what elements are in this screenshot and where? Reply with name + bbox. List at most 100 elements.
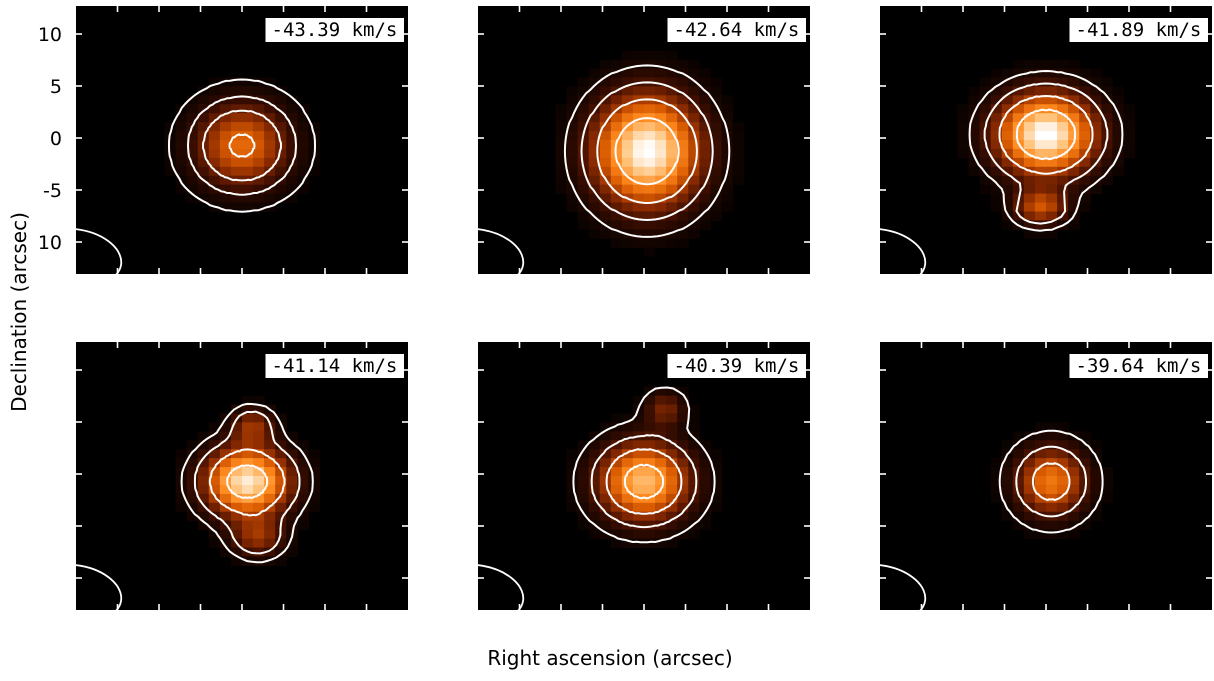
intensity-pixel — [1034, 431, 1047, 441]
intensity-pixel — [1101, 86, 1113, 96]
intensity-pixel — [230, 529, 243, 540]
intensity-pixel — [264, 413, 276, 423]
intensity-pixel — [632, 502, 645, 513]
intensity-pixel — [197, 104, 210, 114]
intensity-pixel — [1034, 68, 1047, 79]
intensity-pixel — [632, 113, 645, 123]
intensity-pixel — [577, 113, 590, 123]
intensity-pixel — [599, 202, 612, 213]
intensity-pixel — [666, 131, 678, 141]
intensity-pixel — [577, 77, 590, 87]
intensity-pixel — [186, 467, 199, 477]
intensity-pixel — [264, 77, 276, 87]
intensity-pixel — [242, 467, 254, 477]
intensity-pixel — [219, 547, 232, 557]
intensity-pixel — [979, 175, 992, 186]
intensity-pixel — [632, 131, 645, 141]
contour-line — [1015, 445, 1087, 518]
intensity-pixel — [555, 140, 568, 150]
intensity-pixel — [253, 395, 265, 406]
intensity-pixel — [230, 148, 243, 159]
intensity-pixel — [644, 247, 656, 257]
intensity-pixel — [242, 193, 254, 204]
intensity-pixel — [1046, 104, 1058, 114]
intensity-pixel — [1079, 493, 1091, 504]
intensity-pixel — [588, 440, 601, 450]
intensity-pixel — [197, 476, 210, 486]
intensity-pixel — [1034, 449, 1047, 459]
intensity-pixel — [666, 202, 678, 213]
intensity-pixel — [688, 140, 700, 150]
intensity-pixel — [655, 529, 667, 540]
intensity-pixel — [610, 413, 623, 423]
intensity-pixel — [1001, 68, 1014, 79]
intensity-pixel — [990, 202, 1003, 213]
intensity-pixel — [710, 157, 723, 168]
intensity-pixel — [230, 511, 243, 522]
intensity-pixel — [242, 502, 254, 513]
intensity-pixel — [286, 484, 298, 495]
intensity-pixel — [208, 458, 221, 468]
intensity-pixel — [264, 184, 276, 195]
intensity-pixel — [566, 484, 579, 495]
intensity-pixel — [1046, 476, 1058, 486]
intensity-pixel — [1001, 104, 1014, 114]
intensity-pixel — [677, 140, 689, 150]
intensity-pixel — [219, 493, 232, 504]
intensity-pixel — [732, 140, 745, 150]
velocity-label: -42.64 km/s — [674, 19, 800, 41]
intensity-pixel — [677, 458, 689, 468]
intensity-pixel — [275, 484, 287, 495]
intensity-pixel — [219, 77, 232, 87]
intensity-pixel — [655, 148, 667, 159]
intensity-pixel — [208, 476, 221, 486]
intensity-pixel — [699, 193, 711, 204]
intensity-pixel — [1079, 68, 1091, 79]
intensity-pixel — [588, 148, 601, 159]
intensity-pixel — [253, 175, 265, 186]
intensity-pixel — [655, 395, 667, 406]
intensity-pixel — [1001, 440, 1014, 450]
intensity-pixel — [1068, 202, 1080, 213]
channel-panel: -41.89 km/s — [833, 6, 1212, 287]
intensity-pixel — [1068, 59, 1080, 70]
velocity-label-box — [265, 354, 404, 378]
intensity-pixel — [555, 184, 568, 195]
intensity-pixel — [1023, 440, 1036, 450]
intensity-pixel — [1068, 529, 1080, 540]
intensity-pixel — [632, 140, 645, 150]
intensity-pixel — [253, 431, 265, 441]
intensity-pixel — [644, 157, 656, 168]
intensity-pixel — [208, 140, 221, 150]
intensity-pixel — [688, 229, 700, 239]
beam-ellipse — [833, 563, 927, 623]
intensity-pixel — [655, 122, 667, 132]
intensity-pixel — [275, 122, 287, 132]
intensity-pixel — [990, 175, 1003, 186]
intensity-pixel — [208, 449, 221, 459]
intensity-pixel — [566, 166, 579, 177]
intensity-pixel — [242, 538, 254, 549]
intensity-pixel — [688, 458, 700, 468]
intensity-pixel — [242, 148, 254, 159]
intensity-pixel — [1023, 59, 1036, 70]
beam-ellipse — [833, 227, 927, 287]
intensity-pixel — [1079, 502, 1091, 513]
intensity-pixel — [588, 122, 601, 132]
intensity-pixel — [175, 458, 188, 468]
intensity-pixel — [253, 520, 265, 531]
intensity-pixel — [566, 449, 579, 459]
intensity-pixel — [264, 166, 276, 177]
intensity-pixel — [599, 140, 612, 150]
intensity-pixel — [979, 184, 992, 195]
intensity-pixel — [666, 520, 678, 531]
intensity-pixel — [1034, 440, 1047, 450]
intensity-pixel — [1079, 104, 1091, 114]
intensity-pixel — [957, 140, 970, 150]
intensity-pixel — [721, 113, 734, 123]
velocity-label: -41.14 km/s — [272, 355, 398, 377]
intensity-pixel — [1101, 148, 1113, 159]
intensity-pixel — [577, 95, 590, 105]
intensity-pixel — [721, 202, 734, 213]
intensity-pixel — [599, 113, 612, 123]
